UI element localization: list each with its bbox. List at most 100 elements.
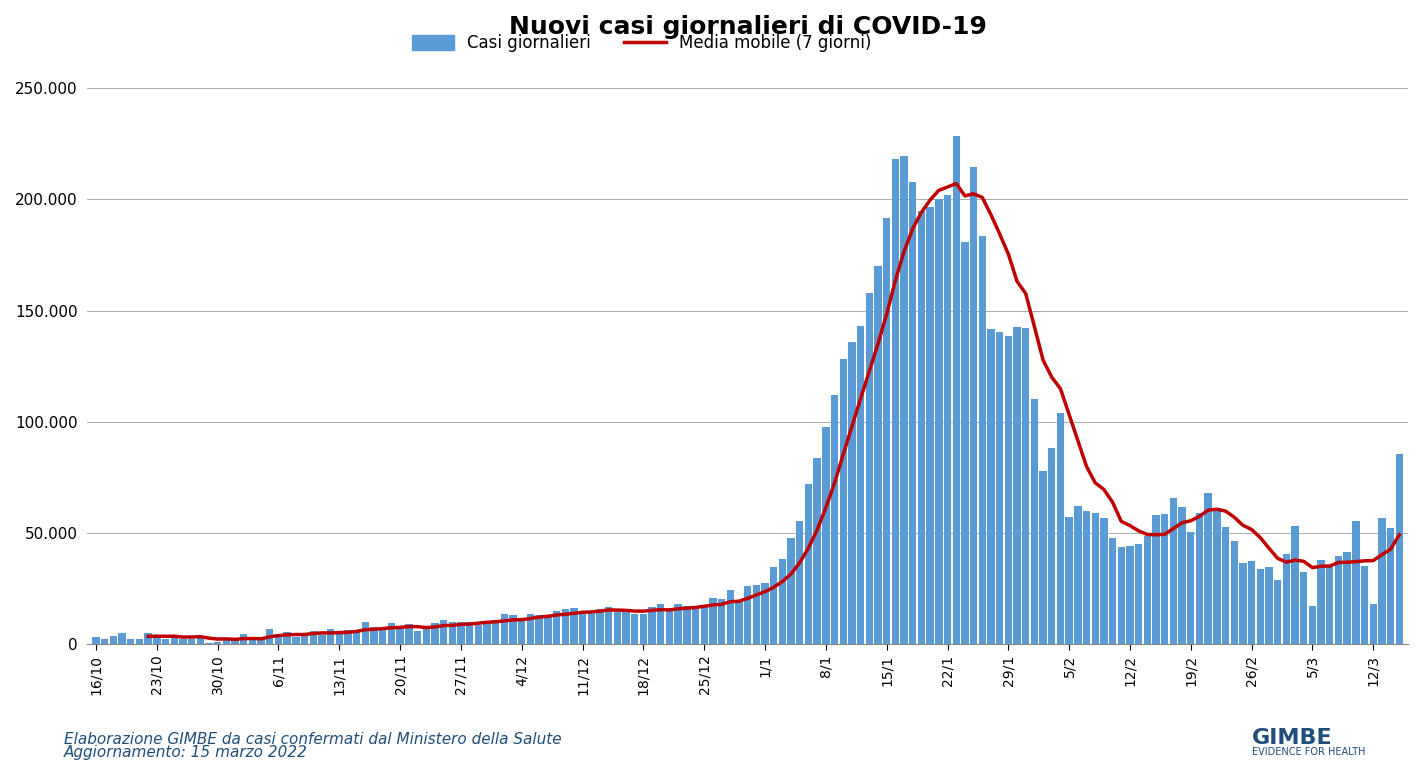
- Bar: [666, 609, 673, 644]
- Bar: [135, 639, 144, 644]
- Bar: [101, 639, 108, 644]
- Bar: [926, 208, 933, 644]
- Bar: [361, 622, 369, 644]
- Bar: [857, 326, 864, 644]
- Text: EVIDENCE FOR HEALTH: EVIDENCE FOR HEALTH: [1252, 748, 1366, 758]
- Bar: [1231, 540, 1238, 644]
- Bar: [1369, 604, 1377, 644]
- Bar: [344, 630, 351, 644]
- Bar: [1005, 336, 1012, 644]
- Bar: [527, 613, 534, 644]
- Bar: [509, 615, 517, 644]
- Bar: [240, 634, 248, 644]
- Bar: [448, 622, 455, 644]
- Bar: [814, 459, 821, 644]
- Bar: [675, 604, 682, 644]
- Bar: [127, 639, 135, 644]
- Bar: [935, 198, 942, 644]
- Bar: [571, 608, 578, 644]
- Bar: [753, 585, 760, 644]
- Bar: [406, 624, 413, 644]
- Bar: [778, 559, 785, 644]
- Bar: [179, 639, 186, 644]
- Bar: [196, 636, 203, 644]
- Bar: [1248, 562, 1255, 644]
- Bar: [1291, 526, 1299, 644]
- Bar: [1204, 493, 1212, 644]
- Bar: [1022, 328, 1029, 644]
- Bar: [736, 601, 743, 644]
- Bar: [1257, 569, 1264, 644]
- Title: Nuovi casi giornalieri di COVID-19: Nuovi casi giornalieri di COVID-19: [509, 15, 986, 39]
- Bar: [1282, 554, 1291, 644]
- Bar: [1109, 538, 1116, 644]
- Bar: [232, 639, 239, 644]
- Bar: [370, 627, 377, 644]
- Bar: [440, 620, 447, 644]
- Bar: [952, 136, 961, 644]
- Bar: [1136, 544, 1143, 644]
- Bar: [700, 605, 707, 644]
- Legend: Casi giornalieri, Media mobile (7 giorni): Casi giornalieri, Media mobile (7 giorni…: [406, 27, 878, 60]
- Bar: [1161, 514, 1168, 644]
- Bar: [145, 633, 152, 644]
- Bar: [431, 623, 438, 644]
- Text: Elaborazione GIMBE da casi confermati dal Ministero della Salute: Elaborazione GIMBE da casi confermati da…: [64, 732, 562, 747]
- Bar: [709, 597, 717, 644]
- Bar: [1126, 546, 1134, 644]
- Bar: [1083, 511, 1090, 644]
- Bar: [162, 639, 169, 644]
- Bar: [249, 638, 256, 644]
- Bar: [266, 629, 273, 644]
- Bar: [719, 600, 726, 644]
- Bar: [1170, 497, 1177, 644]
- Bar: [283, 633, 290, 644]
- Bar: [909, 182, 916, 644]
- Bar: [988, 329, 995, 644]
- Bar: [588, 612, 595, 644]
- Bar: [874, 266, 882, 644]
- Bar: [1013, 327, 1020, 644]
- Bar: [961, 242, 969, 644]
- Bar: [465, 622, 474, 644]
- Bar: [300, 633, 309, 644]
- Bar: [1057, 413, 1064, 644]
- Bar: [683, 606, 690, 644]
- Bar: [492, 620, 499, 644]
- Bar: [848, 342, 855, 644]
- Bar: [475, 625, 482, 644]
- Bar: [1396, 454, 1403, 644]
- Bar: [213, 642, 222, 644]
- Bar: [1274, 580, 1281, 644]
- Bar: [501, 613, 508, 644]
- Bar: [996, 332, 1003, 644]
- Bar: [292, 637, 300, 644]
- Bar: [1301, 571, 1308, 644]
- Bar: [92, 636, 100, 644]
- Bar: [744, 586, 751, 644]
- Bar: [1265, 567, 1272, 644]
- Bar: [901, 156, 908, 644]
- Bar: [727, 591, 734, 644]
- Bar: [1117, 547, 1126, 644]
- Text: GIMBE: GIMBE: [1252, 728, 1333, 748]
- Bar: [414, 631, 421, 644]
- Bar: [640, 613, 647, 644]
- Bar: [1239, 563, 1247, 644]
- Bar: [387, 623, 396, 644]
- Bar: [918, 211, 925, 644]
- Bar: [1326, 565, 1333, 644]
- Bar: [544, 616, 552, 644]
- Bar: [865, 293, 872, 644]
- Bar: [1049, 448, 1056, 644]
- Bar: [552, 610, 561, 644]
- Bar: [822, 427, 830, 644]
- Bar: [188, 639, 195, 644]
- Bar: [423, 628, 430, 644]
- Bar: [379, 630, 387, 644]
- Bar: [258, 639, 265, 644]
- Bar: [397, 629, 404, 644]
- Bar: [1318, 560, 1325, 644]
- Bar: [1066, 517, 1073, 644]
- Bar: [1309, 606, 1316, 644]
